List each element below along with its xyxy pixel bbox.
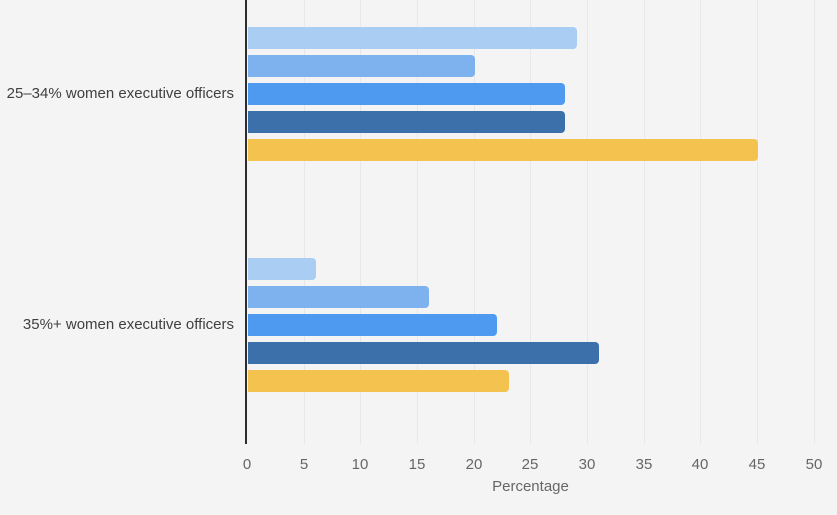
- bar-group1-series-4[interactable]: [248, 111, 565, 133]
- gridline-x-45: [757, 0, 758, 444]
- bar-group2-series-4[interactable]: [248, 342, 599, 364]
- x-axis-title: Percentage: [492, 478, 569, 495]
- gridline-x-20: [474, 0, 475, 444]
- x-tick-label-40: 40: [691, 456, 709, 473]
- gridline-x-5: [304, 0, 305, 444]
- x-tick-label-15: 15: [408, 456, 426, 473]
- x-tick-label-0: 0: [242, 456, 252, 473]
- bar-group1-series-5[interactable]: [248, 139, 758, 161]
- category-label-35-plus: 35%+ women executive officers: [22, 316, 234, 333]
- x-tick-label-25: 25: [521, 456, 539, 473]
- plot-area: [247, 0, 837, 444]
- gridline-x-10: [360, 0, 361, 444]
- category-label-25-34: 25–34% women executive officers: [6, 85, 234, 102]
- bar-group2-series-5[interactable]: [248, 370, 509, 392]
- bar-group2-series-3[interactable]: [248, 314, 497, 336]
- gridline-x-15: [417, 0, 418, 444]
- gridline-x-30: [587, 0, 588, 444]
- y-axis-line: [245, 0, 247, 444]
- x-tick-label-5: 5: [299, 456, 309, 473]
- x-tick-label-20: 20: [465, 456, 483, 473]
- bar-group2-series-2[interactable]: [248, 286, 429, 308]
- x-tick-label-10: 10: [351, 456, 369, 473]
- gridline-x-50: [814, 0, 815, 444]
- gridline-x-25: [530, 0, 531, 444]
- bar-group1-series-1[interactable]: [248, 27, 577, 49]
- x-tick-label-45: 45: [748, 456, 766, 473]
- bar-group2-series-1[interactable]: [248, 258, 316, 280]
- gridline-x-35: [644, 0, 645, 444]
- bar-group1-series-3[interactable]: [248, 83, 565, 105]
- x-tick-label-30: 30: [578, 456, 596, 473]
- x-tick-label-50: 50: [805, 456, 823, 473]
- gridline-x-40: [700, 0, 701, 444]
- bar-group1-series-2[interactable]: [248, 55, 475, 77]
- x-tick-label-35: 35: [635, 456, 653, 473]
